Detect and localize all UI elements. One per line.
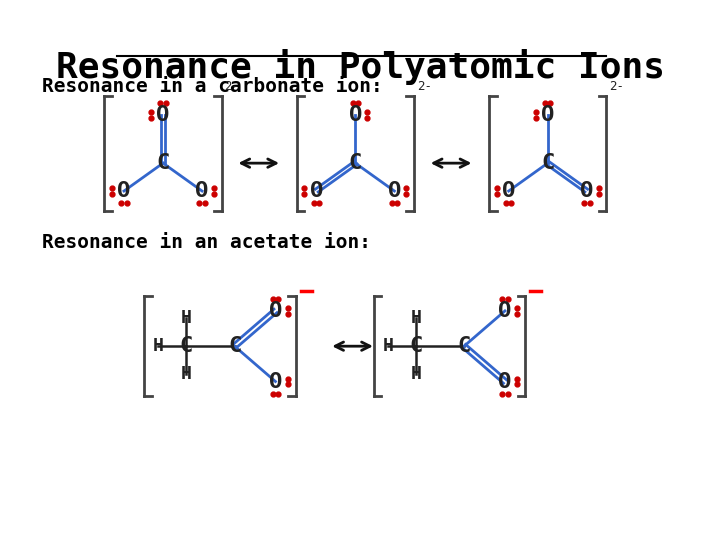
Text: C: C	[228, 336, 241, 356]
Text: O: O	[156, 105, 170, 125]
Text: O: O	[310, 181, 323, 201]
Text: H: H	[153, 337, 164, 355]
Text: C: C	[348, 153, 362, 173]
Text: C: C	[457, 336, 471, 356]
Text: 2-: 2-	[609, 80, 624, 93]
Text: Resonance in Polyatomic Ions: Resonance in Polyatomic Ions	[55, 49, 665, 85]
Text: H: H	[410, 309, 421, 327]
Text: O: O	[498, 301, 512, 321]
Text: C: C	[409, 336, 423, 356]
Text: 2-: 2-	[417, 80, 432, 93]
Text: Resonance in an acetate ion:: Resonance in an acetate ion:	[42, 233, 372, 252]
Text: O: O	[348, 105, 362, 125]
Text: O: O	[269, 301, 282, 321]
Text: H: H	[181, 309, 192, 327]
Text: H: H	[410, 365, 421, 383]
Text: O: O	[541, 105, 554, 125]
Text: O: O	[387, 181, 401, 201]
Text: C: C	[156, 153, 170, 173]
Text: H: H	[382, 337, 393, 355]
Text: O: O	[498, 372, 512, 392]
Text: O: O	[269, 372, 282, 392]
Text: 2-: 2-	[225, 80, 239, 93]
Text: C: C	[541, 153, 554, 173]
Text: O: O	[502, 181, 516, 201]
Text: O: O	[580, 181, 593, 201]
Text: H: H	[181, 365, 192, 383]
Text: O: O	[117, 181, 130, 201]
Text: Resonance in a carbonate ion:: Resonance in a carbonate ion:	[42, 77, 383, 96]
Text: C: C	[179, 336, 193, 356]
Text: O: O	[195, 181, 209, 201]
